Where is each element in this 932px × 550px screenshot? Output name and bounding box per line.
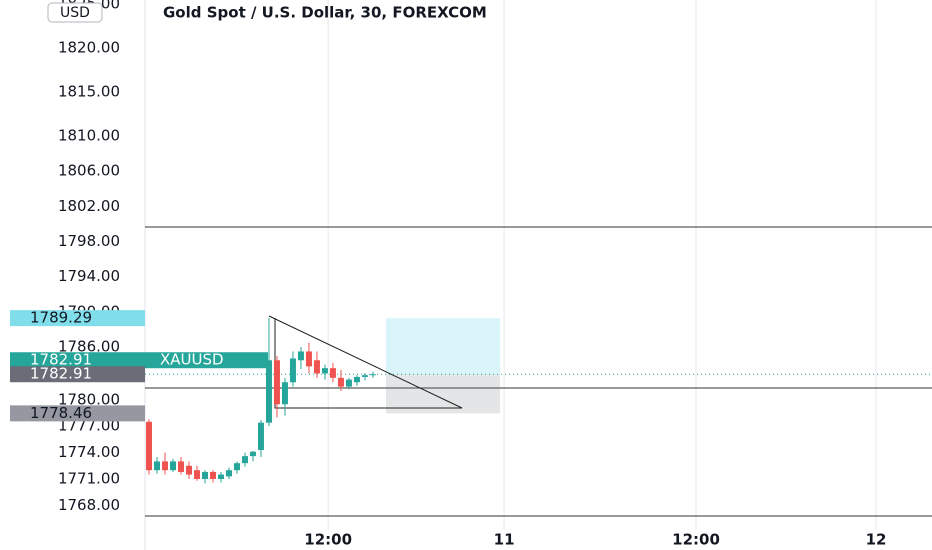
- y-tick-label: 1798.00: [58, 232, 120, 250]
- candle-body: [273, 360, 280, 405]
- price-labels: 1789.29 1782.91 XAUUSD 1782.91 1778.46: [10, 309, 268, 422]
- candle-body: [257, 422, 264, 450]
- candle-body: [321, 368, 328, 374]
- x-tick-label: 11: [494, 531, 515, 549]
- candle-body: [297, 351, 304, 361]
- candle-body: [145, 421, 152, 471]
- y-tick-label: 1794.00: [58, 267, 120, 285]
- y-tick-label: 1774.00: [58, 443, 120, 461]
- candle-body: [209, 471, 216, 479]
- candle-body: [193, 470, 200, 479]
- symbol-tag: [145, 352, 268, 369]
- candle-body: [217, 474, 224, 479]
- candle-body: [353, 376, 360, 383]
- candle-body: [249, 451, 256, 457]
- candle-body: [201, 471, 208, 479]
- price-tag: [10, 366, 145, 383]
- target-zone: [386, 318, 500, 375]
- candle-body: [161, 461, 168, 471]
- candle-body: [225, 470, 232, 477]
- candle-body: [153, 461, 160, 471]
- currency-label[interactable]: USD: [60, 5, 90, 21]
- candle-body: [233, 463, 240, 471]
- candle-body: [169, 461, 176, 471]
- y-tick-label: 1820.00: [58, 39, 120, 57]
- y-tick-label: 1815.00: [58, 82, 120, 100]
- y-tick-label: 1771.00: [58, 469, 120, 487]
- candle-body: [329, 368, 336, 378]
- x-tick-label: 12:00: [304, 531, 352, 549]
- x-tick-label: 12: [866, 531, 887, 549]
- candle-body: [361, 375, 368, 377]
- candle-body: [345, 379, 352, 387]
- y-tick-label: 1806.00: [58, 162, 120, 180]
- candle-body: [337, 377, 344, 387]
- y-tick-label: 1802.00: [58, 197, 120, 215]
- candle-body: [281, 382, 288, 405]
- candle-body: [369, 374, 376, 376]
- price-axis: 12:001112:00121825.001820.001815.001810.…: [58, 0, 886, 549]
- chart-title: Gold Spot / U.S. Dollar, 30, FOREXCOM: [163, 4, 487, 22]
- candle-body: [265, 360, 272, 423]
- symbol-label: XAUUSD: [160, 351, 224, 369]
- y-tick-label: 1810.00: [58, 126, 120, 144]
- price-tag-label: 1778.46: [30, 404, 92, 422]
- candles: [145, 318, 376, 484]
- grid: [144, 0, 877, 550]
- currency-badge[interactable]: [47, 2, 103, 23]
- price-tag-label: 1782.91: [30, 351, 92, 369]
- candle-body: [185, 465, 192, 475]
- price-tag: [10, 405, 145, 422]
- candle-body: [289, 358, 296, 383]
- price-tag-label: 1789.29: [30, 309, 92, 327]
- price-tag: [10, 352, 145, 369]
- x-tick-label: 12:00: [672, 531, 720, 549]
- candle-body: [241, 456, 248, 464]
- price-tag: [10, 310, 145, 327]
- y-tick-label: 1780.00: [58, 390, 120, 408]
- candle-body: [313, 360, 320, 374]
- candle-body: [305, 351, 312, 367]
- candle-body: [177, 461, 184, 472]
- y-tick-label: 1768.00: [58, 496, 120, 514]
- y-tick-label: 1786.00: [58, 338, 120, 356]
- price-tag-label: 1782.91: [30, 365, 92, 383]
